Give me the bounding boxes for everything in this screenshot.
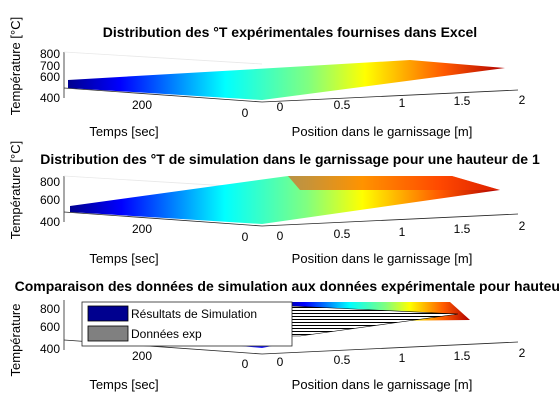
panel-3-y-label: Position dans le garnissage [m] [292,377,473,392]
panel-2-x-tick: 0 [242,230,249,244]
panel-1-y-tick: 1 [399,96,406,110]
panel-2-y-label: Position dans le garnissage [m] [292,251,473,266]
panel-1-surface [68,60,505,100]
panel-2-title: Distribution des °T de simulation dans l… [40,151,540,167]
panel-1-x-tick: 200 [132,98,152,112]
panel-3-y-tick: 1.5 [454,349,471,363]
panel-2-z-label: Température [°C] [8,141,23,239]
panel-1-y-axis-line [261,89,519,103]
panel-3-z-tick: 800 [40,302,60,316]
panel-2-floor-edge [63,211,263,227]
panel-3-y-axis-line [261,341,519,355]
panel-1-x-tick: 0 [242,106,249,120]
panel-3-y-tick: 0 [277,355,284,369]
panel-3-y-tick: 1 [399,351,406,365]
panel-1-z-tick: 600 [40,70,60,84]
panel-3-z-tick: 400 [40,342,60,356]
panel-1-z-tick: 400 [40,91,60,105]
legend-swatch-experimental [87,325,129,342]
panel-3-title: Comparaison des données de simulation au… [15,278,560,294]
panel-3-y-tick: 0.5 [334,353,351,367]
panel-2-surface-ridge [288,176,500,190]
panel-2: Distribution des °T de simulation dans l… [8,141,540,266]
panel-3-z-label: Température [8,304,23,377]
panel-3-x-label: Temps [sec] [89,377,158,392]
panel-2-y-axis-line [261,213,519,227]
legend-swatch-simulation [87,305,129,322]
panel-1-title: Distribution des °T expérimentales fourn… [103,24,477,40]
panel-1: Distribution des °T expérimentales fourn… [8,17,526,139]
panel-3-z-tick: 600 [40,320,60,334]
legend-label-experimental: Données exp [131,327,202,341]
panel-3-y-tick: 2 [519,346,526,360]
panel-3-x-tick: 200 [132,349,152,363]
legend-label-simulation: Résultats de Simulation [131,307,257,321]
panel-2-x-tick: 200 [132,222,152,236]
panel-1-y-tick: 2 [519,93,526,107]
panel-1-z-tick: 700 [40,59,60,73]
panel-3-legend[interactable]: Résultats de Simulation Données exp [81,301,293,347]
panel-1-floor-edge [63,87,263,103]
panel-1-z-tick: 800 [40,47,60,61]
panel-2-z-tick: 600 [40,193,60,207]
panel-1-y-tick: 0 [277,100,284,114]
panel-2-y-tick: 1 [399,225,406,239]
panel-2-y-tick: 2 [519,219,526,233]
panel-1-x-label: Temps [sec] [89,124,158,139]
panel-1-y-tick: 0.5 [334,98,351,112]
panel-1-y-tick: 1.5 [454,94,471,108]
panel-2-z-tick: 800 [40,175,60,189]
panel-2-y-tick: 0 [277,229,284,243]
panel-1-z-label: Température [°C] [8,17,23,115]
panel-1-y-label: Position dans le garnissage [m] [292,124,473,139]
panel-2-x-label: Temps [sec] [89,251,158,266]
panel-2-y-tick: 1.5 [454,222,471,236]
panel-2-z-tick: 400 [40,215,60,229]
panel-3-x-tick: 0 [242,357,249,371]
panel-1-back-edge [63,51,263,65]
panel-2-y-tick: 0.5 [334,227,351,241]
panel-1-axes [63,51,519,103]
panel-3: Comparaison des données de simulation au… [8,278,560,392]
